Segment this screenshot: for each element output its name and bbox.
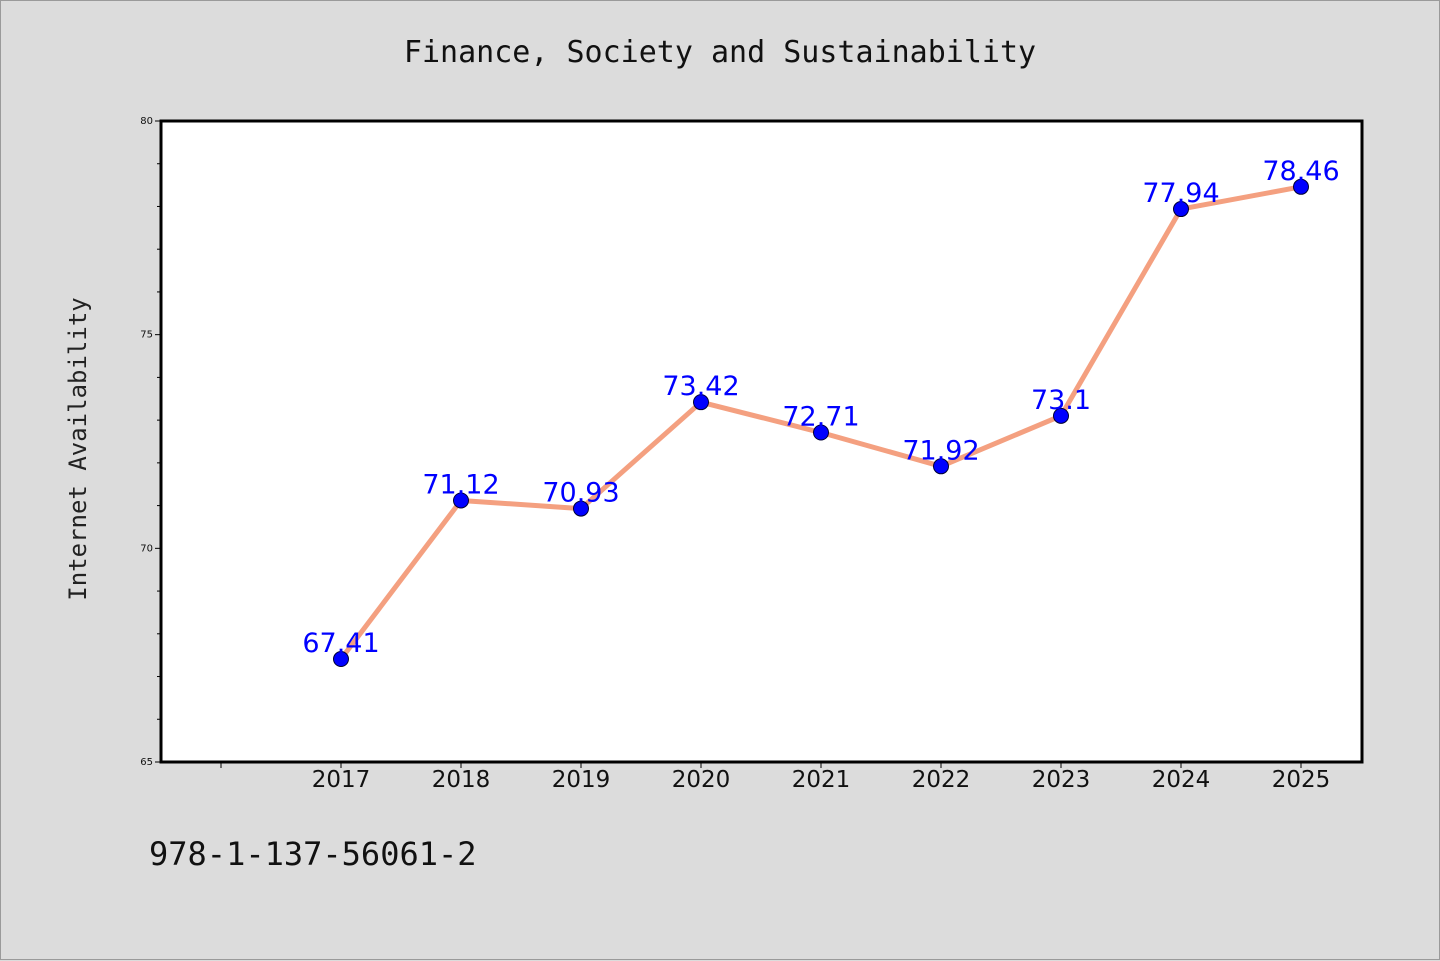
data-label: 73.42 xyxy=(662,371,739,402)
data-label: 67.41 xyxy=(302,628,379,659)
data-point xyxy=(1173,201,1189,218)
data-point xyxy=(573,500,589,517)
data-label: 71.92 xyxy=(902,435,979,466)
data-point xyxy=(693,394,709,411)
x-tick-label: 2025 xyxy=(1272,767,1331,793)
data-point xyxy=(1293,178,1309,195)
data-label: 77.94 xyxy=(1142,178,1219,209)
plot-area xyxy=(159,119,1364,764)
data-label: 73.1 xyxy=(1031,385,1091,416)
x-tick-label: 2021 xyxy=(792,767,851,793)
y-tick-label: 65 xyxy=(140,757,153,768)
x-tick-label: 2017 xyxy=(312,767,371,793)
data-label: 72.71 xyxy=(782,402,859,433)
data-label: 70.93 xyxy=(542,478,619,509)
data-point xyxy=(813,424,829,441)
y-tick-label: 70 xyxy=(140,543,153,554)
x-tick-label: 2018 xyxy=(432,767,491,793)
x-tick-label: 2020 xyxy=(672,767,731,793)
data-label: 78.46 xyxy=(1262,156,1339,187)
data-point xyxy=(333,651,349,668)
data-label: 71.12 xyxy=(422,469,499,500)
x-tick-label: 2024 xyxy=(1152,767,1211,793)
x-tick-label: 2022 xyxy=(912,767,971,793)
data-point xyxy=(453,492,469,509)
y-tick-label: 80 xyxy=(140,116,153,127)
x-tick-label: 2023 xyxy=(1032,767,1091,793)
data-point xyxy=(933,458,949,475)
chart-title: Finance, Society and Sustainability xyxy=(403,35,1037,70)
data-point xyxy=(1053,407,1069,424)
y-tick-label: 75 xyxy=(140,330,153,341)
isbn-text: 978-1-137-56061-2 xyxy=(149,835,477,873)
x-tick-label: 2019 xyxy=(552,767,611,793)
